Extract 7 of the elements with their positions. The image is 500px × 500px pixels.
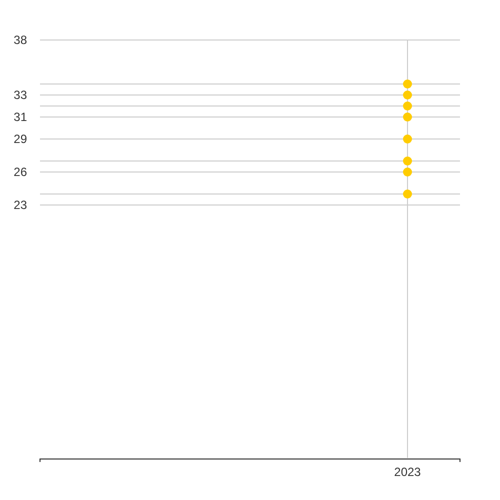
y-tick-label: 29 — [14, 132, 28, 146]
y-tick-label: 31 — [14, 110, 28, 124]
y-tick-label: 33 — [14, 88, 28, 102]
y-tick-label: 38 — [14, 33, 28, 48]
x-tick-label: 2023 — [394, 465, 422, 479]
y-tick-label: 26 — [14, 165, 28, 180]
y-tick-label: 23 — [14, 198, 28, 212]
